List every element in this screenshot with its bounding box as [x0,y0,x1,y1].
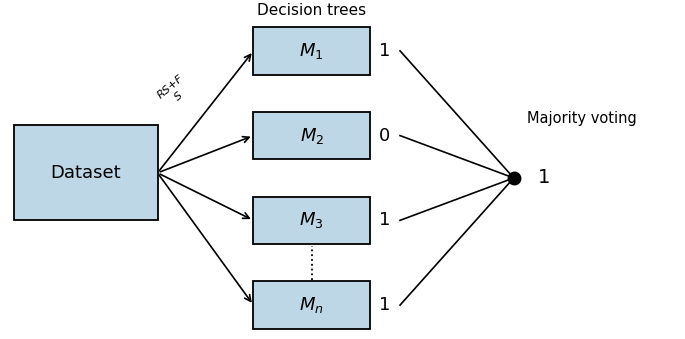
Text: 1: 1 [379,211,390,230]
Text: Dataset: Dataset [50,164,121,182]
Text: $M_n$: $M_n$ [299,295,324,315]
Text: $M_1$: $M_1$ [299,41,324,61]
Bar [253,27,370,75]
Text: Majority voting: Majority voting [527,111,637,126]
Bar [253,281,370,329]
Text: RS+F
S: RS+F S [156,74,193,109]
Text: 1: 1 [538,168,550,187]
Text: 1: 1 [379,42,390,60]
Text: $M_2$: $M_2$ [299,126,324,145]
Bar [253,112,370,159]
Text: 1: 1 [379,296,390,314]
Text: $M_3$: $M_3$ [299,211,324,230]
Bar [253,197,370,244]
Text: 0: 0 [379,126,390,145]
Text: Decision trees: Decision trees [257,3,366,18]
Bar [14,125,158,220]
